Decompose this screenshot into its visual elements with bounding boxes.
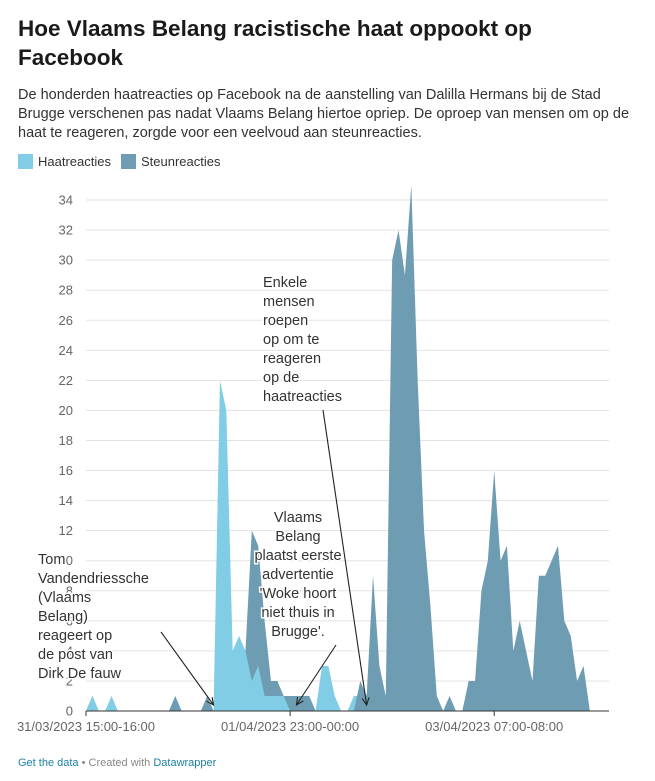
annotation-arrow (160, 631, 215, 706)
y-tick-label: 4 (66, 643, 73, 658)
annotation-arrowhead (295, 696, 304, 707)
annotation-text: Vlaams Belang plaatst eerste advertentie 'Wo… (254, 510, 341, 640)
y-tick-label: 26 (59, 313, 73, 328)
legend-item-haatreacties: Haatreacties (18, 154, 111, 169)
chart-subtitle: De honderden haatreacties op Facebook na… (18, 87, 630, 141)
y-tick-label: 18 (59, 433, 73, 448)
legend: Haatreacties Steunreacties (18, 154, 220, 169)
y-tick-label: 34 (59, 193, 73, 208)
created-with-text: • Created with (78, 757, 154, 769)
x-tick-label: 01/04/2023 23:00-00:00 (221, 719, 359, 734)
y-tick-label: 20 (59, 403, 73, 418)
annotation-arrow (296, 644, 337, 706)
annotation-arrow (322, 409, 368, 706)
y-tick-label: 12 (59, 523, 73, 538)
legend-swatch-steunreacties (120, 154, 136, 169)
y-tick-label: 32 (59, 223, 73, 238)
y-tick-label: 16 (59, 463, 73, 478)
y-tick-label: 14 (59, 493, 73, 508)
y-tick-label: 8 (66, 583, 73, 598)
y-tick-label: 24 (59, 343, 73, 358)
annotation-text: Enkele mensen roepen op om te reageren op de h… (263, 275, 342, 405)
legend-item-steunreacties: Steunreacties (120, 154, 221, 169)
annotation-arrowhead (206, 697, 215, 707)
y-tick-label: 22 (59, 373, 73, 388)
legend-label-haatreacties: Haatreacties (38, 154, 111, 169)
footer: Get the data • Created with Datawrapper (18, 757, 216, 769)
x-tick-label: 31/03/2023 15:00-16:00 (17, 719, 155, 734)
area-haatreacties-1 (86, 380, 609, 711)
annotation-text: Tom Vandendriessche (Vlaams Belang) reageert… (38, 552, 149, 682)
chart-title: Hoe Vlaams Belang racistische haat oppoo… (18, 16, 532, 70)
y-tick-label: 10 (59, 553, 73, 568)
y-tick-label: 6 (66, 613, 73, 628)
y-tick-label: 0 (66, 704, 73, 719)
y-tick-label: 28 (59, 283, 73, 298)
area-steunreacties-2 (86, 185, 609, 711)
y-tick-label: 30 (59, 253, 73, 268)
legend-label-steunreacties: Steunreacties (140, 154, 221, 169)
datawrapper-link[interactable]: Datawrapper (153, 757, 217, 769)
annotation-arrowhead (361, 697, 370, 707)
get-the-data-link[interactable]: Get the data (18, 757, 79, 769)
y-tick-label: 2 (66, 673, 73, 688)
legend-swatch-haatreacties (18, 154, 33, 169)
x-tick-label: 03/04/2023 07:00-08:00 (425, 719, 563, 734)
